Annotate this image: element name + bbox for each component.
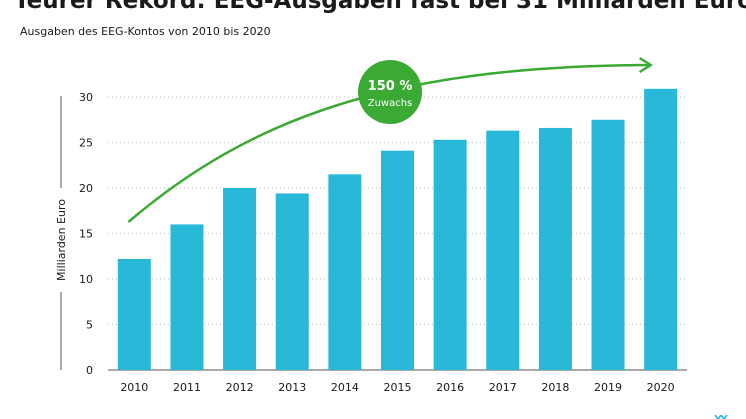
x-tick-label: 2014 — [331, 381, 359, 394]
x-tick-label: 2017 — [489, 381, 517, 394]
growth-arrow-line — [127, 63, 649, 223]
y-axis-label: Milliarden Euro — [55, 199, 68, 281]
bar-2011 — [170, 224, 204, 370]
bar-2010 — [117, 258, 151, 370]
chart-title: Teurer Rekord: EEG-Ausgaben fast bei 31 … — [14, 0, 746, 14]
bar-2014 — [328, 174, 362, 370]
y-tick-label: 20 — [79, 182, 93, 195]
x-tick-labels: 2010 2011 2012 2013 2014 2015 2016 2017 2018 2019… — [120, 381, 674, 394]
x-tick-label: 2018 — [541, 381, 569, 394]
x-tick-label: 2020 — [647, 381, 675, 394]
x-tick-label: 2010 — [120, 381, 148, 394]
bar-2013 — [275, 193, 309, 370]
y-tick-label: 15 — [79, 228, 93, 241]
growth-arrow-head — [639, 56, 654, 74]
badge-label: Zuwachs — [368, 98, 413, 109]
bar-2017 — [486, 130, 520, 370]
y-tick-label: 5 — [86, 319, 93, 332]
bar-2020 — [644, 88, 678, 370]
x-tick-label: 2015 — [384, 381, 412, 394]
bar-2019 — [591, 119, 625, 370]
x-tick-label: 2012 — [226, 381, 254, 394]
x-tick-label: 2016 — [436, 381, 464, 394]
y-tick-label: 30 — [79, 91, 93, 104]
growth-badge: 150 % Zuwachs — [358, 60, 422, 124]
bars — [117, 88, 678, 370]
chart-subtitle: Ausgaben des EEG-Kontos von 2010 bis 202… — [20, 25, 271, 38]
bar-2012 — [223, 188, 257, 370]
growth-arrow — [127, 56, 654, 223]
bar-2018 — [538, 127, 572, 370]
y-tick-label: 0 — [86, 364, 93, 377]
y-tick-label: 10 — [79, 273, 93, 286]
x-tick-label: 2019 — [594, 381, 622, 394]
bar-2015 — [381, 150, 414, 370]
badge-percent: 150 % — [368, 79, 413, 94]
y-tick-labels: 0 5 10 15 20 25 30 — [79, 91, 93, 377]
badge-circle — [358, 60, 422, 124]
x-tick-label: 2013 — [278, 381, 306, 394]
y-axis: Milliarden Euro — [55, 96, 68, 370]
logo-fragment — [714, 415, 728, 419]
y-tick-label: 25 — [79, 137, 93, 150]
bar-2016 — [433, 139, 467, 370]
x-tick-label: 2011 — [173, 381, 201, 394]
